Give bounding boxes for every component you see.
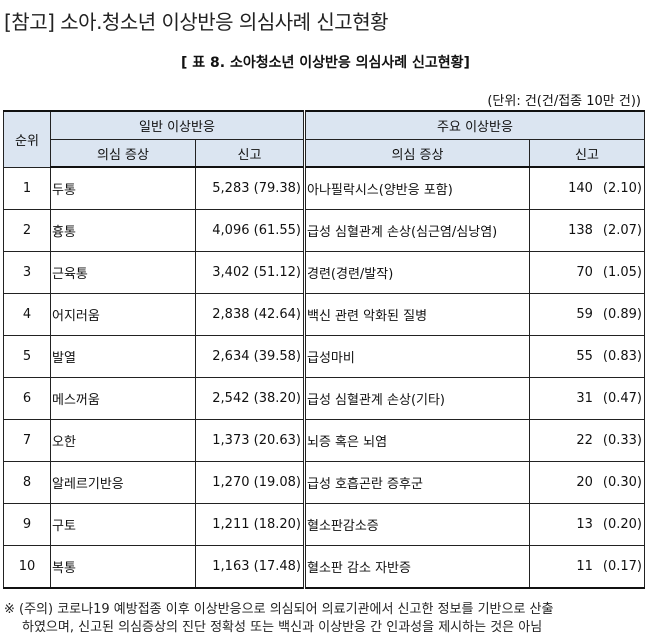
general-report-cell: 1,211 (18.20) <box>195 503 306 546</box>
general-symptom-cell: 구토 <box>50 503 196 546</box>
header-row-columns: 의심 증상 신고 의심 증상 신고 <box>4 139 645 168</box>
general-symptom-cell: 발열 <box>50 335 196 378</box>
major-rate: (0.30) <box>602 475 642 490</box>
major-rate: (0.17) <box>602 559 642 574</box>
general-report-header: 신고 <box>195 139 306 168</box>
table-row: 2 흉통 4,096 (61.55) 급성 심혈관계 손상(심근염/심낭염) 138 (2… <box>3 209 645 252</box>
general-report-cell: 1,163 (17.48) <box>195 545 306 589</box>
major-symptom-cell: 경련(경련/발작) <box>304 251 530 294</box>
major-symptom-cell: 뇌증 혹은 뇌염 <box>304 419 530 462</box>
major-symptom-cell: 백신 관련 악화된 질병 <box>304 293 530 336</box>
general-symptom-cell: 복통 <box>50 545 196 589</box>
major-report-cell: 22 (0.33) <box>529 419 645 462</box>
rank-cell: 8 <box>3 461 51 504</box>
major-report-cell: 140 (2.10) <box>529 166 645 210</box>
table-body: 1 두통 5,283 (79.38) 아나필락시스(양반응 포함) 140 (2.10) 2… <box>3 166 645 589</box>
major-report-cell: 20 (0.30) <box>529 461 645 504</box>
major-symptom-header: 의심 증상 <box>304 139 530 168</box>
header-row-groups: 순위 일반 이상반응 주요 이상반응 <box>3 110 645 168</box>
page-heading: [참고] 소아.청소년 이상반응 의심사례 신고현황 <box>4 10 389 34</box>
table-row: 10 복통 1,163 (17.48) 혈소판 감소 자반증 11 (0.17) <box>3 545 645 589</box>
rank-cell: 4 <box>3 293 51 336</box>
major-rate: (1.05) <box>602 265 642 280</box>
rank-cell: 1 <box>3 166 51 210</box>
major-symptom-cell: 급성 호흡곤란 증후군 <box>304 461 530 504</box>
major-count: 20 <box>576 475 593 490</box>
major-report-cell: 55 (0.83) <box>529 335 645 378</box>
major-count: 31 <box>576 391 593 406</box>
rank-cell: 2 <box>3 209 51 252</box>
major-symptom-cell: 혈소판감소증 <box>304 503 530 546</box>
general-symptom-cell: 어지러움 <box>50 293 196 336</box>
general-report-cell: 2,838 (42.64) <box>195 293 306 336</box>
major-rate: (0.83) <box>602 349 642 364</box>
major-count: 13 <box>576 517 593 532</box>
major-report-cell: 70 (1.05) <box>529 251 645 294</box>
rank-cell: 9 <box>3 503 51 546</box>
general-symptom-header: 의심 증상 <box>50 139 196 168</box>
table-title: [ 표 8. 소아청소년 이상반응 의심사례 신고현황] <box>181 55 470 71</box>
major-symptom-cell: 혈소판 감소 자반증 <box>304 545 530 589</box>
major-count: 140 <box>568 181 593 196</box>
rank-column-header: 순위 <box>3 110 51 168</box>
major-report-cell: 31 (0.47) <box>529 377 645 420</box>
table-row: 6 메스꺼움 2,542 (38.20) 급성 심혈관계 손상(기타) 31 (0.47) <box>3 377 645 420</box>
table-row: 7 오한 1,373 (20.63) 뇌증 혹은 뇌염 22 (0.33) <box>3 419 645 462</box>
adverse-reaction-table: 순위 일반 이상반응 주요 이상반응 의심 증상 신고 의심 증상 신고 1 두통… <box>3 110 645 589</box>
major-count: 55 <box>576 349 593 364</box>
general-report-cell: 5,283 (79.38) <box>195 166 306 210</box>
major-symptom-cell: 급성 심혈관계 손상(기타) <box>304 377 530 420</box>
major-report-cell: 59 (0.89) <box>529 293 645 336</box>
major-report-cell: 138 (2.07) <box>529 209 645 252</box>
major-rate: (2.07) <box>602 223 642 238</box>
general-report-cell: 4,096 (61.55) <box>195 209 306 252</box>
general-report-cell: 1,270 (19.08) <box>195 461 306 504</box>
major-report-header: 신고 <box>529 139 645 168</box>
major-report-cell: 11 (0.17) <box>529 545 645 589</box>
unit-note: (단위: 건(건/접종 10만 건)) <box>487 94 641 109</box>
rank-cell: 7 <box>3 419 51 462</box>
general-report-cell: 2,542 (38.20) <box>195 377 306 420</box>
general-symptom-cell: 오한 <box>50 419 196 462</box>
general-symptom-cell: 근육통 <box>50 251 196 294</box>
table-row: 9 구토 1,211 (18.20) 혈소판감소증 13 (0.20) <box>3 503 645 546</box>
major-symptom-cell: 아나필락시스(양반응 포함) <box>304 166 530 210</box>
footnote-line-1: ※ (주의) 코로나19 예방접종 이후 이상반응으로 의심되어 의료기관에서 … <box>4 602 554 617</box>
major-symptom-cell: 급성 심혈관계 손상(심근염/심낭염) <box>304 209 530 252</box>
general-group-header: 일반 이상반응 <box>50 110 306 140</box>
major-report-cell: 13 (0.20) <box>529 503 645 546</box>
major-count: 11 <box>576 559 593 574</box>
rank-cell: 3 <box>3 251 51 294</box>
table-row: 3 근육통 3,402 (51.12) 경련(경련/발작) 70 (1.05) <box>3 251 645 294</box>
major-count: 138 <box>568 223 593 238</box>
major-rate: (0.47) <box>602 391 642 406</box>
general-symptom-cell: 흉통 <box>50 209 196 252</box>
table-row: 8 알레르기반응 1,270 (19.08) 급성 호흡곤란 증후군 20 (0.30) <box>3 461 645 504</box>
general-symptom-cell: 두통 <box>50 166 196 210</box>
general-report-cell: 3,402 (51.12) <box>195 251 306 294</box>
major-group-header: 주요 이상반응 <box>304 110 645 140</box>
general-symptom-cell: 알레르기반응 <box>50 461 196 504</box>
footnote-line-2: 하였으며, 신고된 의심증상의 진단 정확성 또는 백신과 이상반응 간 인과성… <box>22 620 543 635</box>
rank-cell: 5 <box>3 335 51 378</box>
major-count: 70 <box>576 265 593 280</box>
general-report-cell: 2,634 (39.58) <box>195 335 306 378</box>
major-rate: (0.20) <box>602 517 642 532</box>
rank-cell: 10 <box>3 545 51 589</box>
major-rate: (0.33) <box>602 433 642 448</box>
rank-cell: 6 <box>3 377 51 420</box>
major-count: 59 <box>576 307 593 322</box>
major-rate: (2.10) <box>602 181 642 196</box>
table-row: 5 발열 2,634 (39.58) 급성마비 55 (0.83) <box>3 335 645 378</box>
table-row: 1 두통 5,283 (79.38) 아나필락시스(양반응 포함) 140 (2.10) <box>3 166 645 210</box>
general-report-cell: 1,373 (20.63) <box>195 419 306 462</box>
major-count: 22 <box>576 433 593 448</box>
major-symptom-cell: 급성마비 <box>304 335 530 378</box>
table-row: 4 어지러움 2,838 (42.64) 백신 관련 악화된 질병 59 (0.89) <box>3 293 645 336</box>
general-symptom-cell: 메스꺼움 <box>50 377 196 420</box>
footnote: ※ (주의) 코로나19 예방접종 이후 이상반응으로 의심되어 의료기관에서 … <box>4 601 649 637</box>
major-rate: (0.89) <box>602 307 642 322</box>
